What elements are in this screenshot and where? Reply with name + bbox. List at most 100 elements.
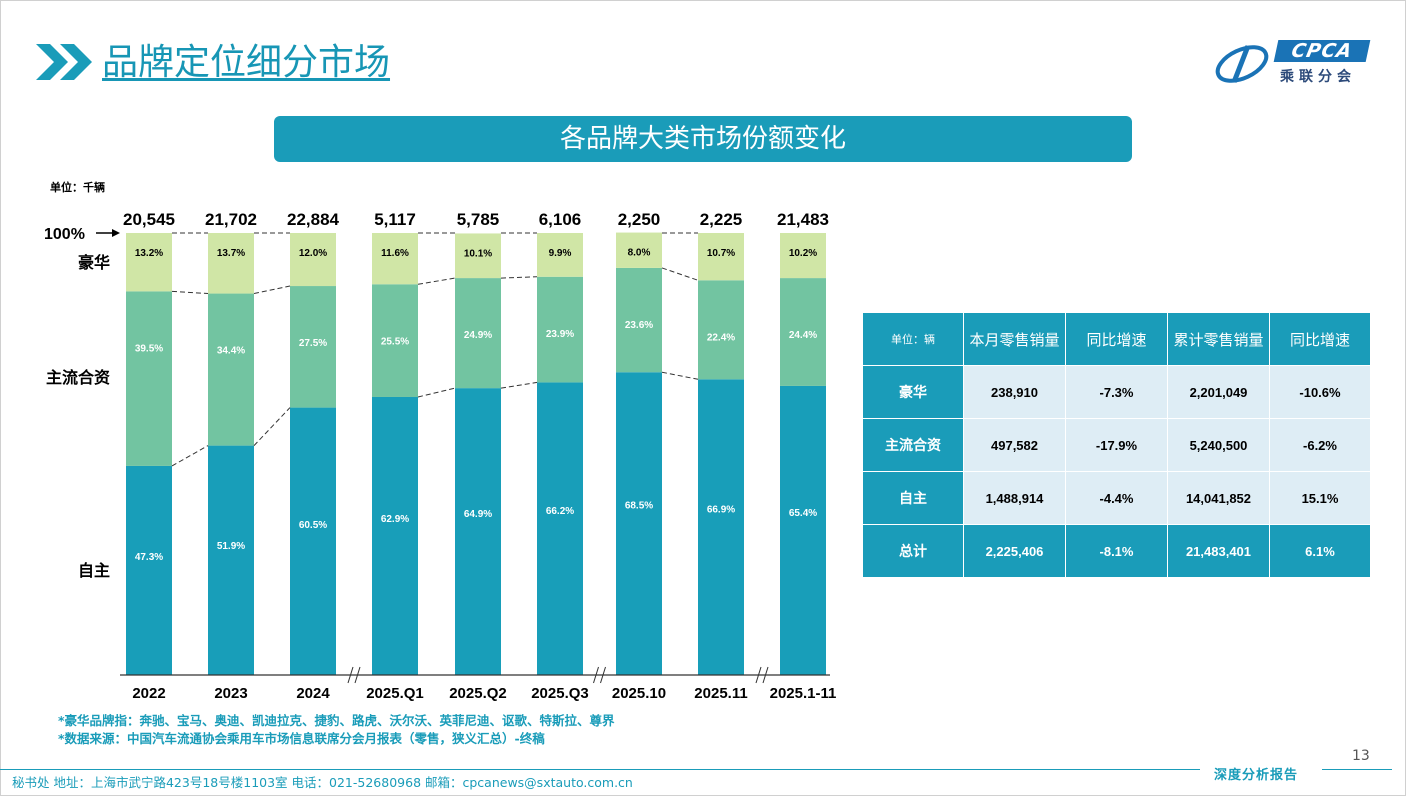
total-label: 2,225 (700, 210, 743, 229)
connector-line (500, 276, 538, 279)
table-header: 同比增速 (1065, 312, 1168, 366)
bar-segment-2 (372, 233, 418, 285)
table-cell: 15.1% (1269, 471, 1371, 525)
table-header: 本月零售销量 (963, 312, 1066, 366)
cpca-logo-icon (1215, 45, 1269, 83)
x-tick-label: 2025.1-11 (770, 685, 837, 702)
footnote-data-source: *数据来源：中国汽车流通协会乘用车市场信息联席分会月报表（零售，狭义汇总）-终稿 (58, 731, 545, 746)
bar-segment-0 (698, 379, 744, 675)
bar-segment-1 (698, 280, 744, 380)
chart-banner-title: 各品牌大类市场份额变化 (274, 116, 1132, 162)
bar-segment-0 (372, 396, 418, 675)
bar-segment-0 (455, 388, 501, 675)
bar-segment-2 (290, 233, 336, 287)
table-row: 主流合资 497,582 -17.9% 5,240,500 -6.2% (862, 418, 1371, 472)
bar-segment-1 (290, 286, 336, 408)
table-cell: 21,483,401 (1167, 524, 1270, 578)
data-label: 11.6% (381, 248, 409, 259)
connector-line (661, 371, 699, 380)
data-label: 60.5% (299, 520, 327, 531)
bar-segment-2 (208, 233, 254, 294)
data-label: 66.9% (707, 504, 735, 515)
table-row-label: 总计 (862, 524, 964, 578)
axis-break-mark (354, 666, 361, 684)
table-cell: -8.1% (1065, 524, 1168, 578)
x-tick-label: 2025.Q2 (449, 685, 507, 702)
connector-line (417, 387, 456, 398)
data-label: 23.6% (625, 320, 653, 331)
x-tick-label: 2022 (132, 685, 165, 702)
data-label: 13.2% (135, 248, 163, 259)
bar-segment-0 (208, 445, 254, 675)
x-tick-label: 2025.10 (612, 685, 666, 702)
data-label: 66.2% (546, 506, 574, 517)
footnotes: *豪华品牌指：奔驰、宝马、奥迪、凯迪拉克、捷豹、路虎、沃尔沃、英菲尼迪、讴歌、特… (58, 712, 615, 748)
footer-divider (0, 769, 1200, 770)
axis-break-mark (600, 666, 606, 684)
x-tick-label: 2025.11 (694, 685, 747, 702)
data-label: 27.5% (299, 338, 327, 349)
table-cell: 238,910 (963, 365, 1066, 419)
bar-segment-2 (698, 233, 744, 281)
bar-segment-1 (616, 267, 662, 373)
bar-segment-1 (372, 284, 418, 397)
axis-break-mark (755, 666, 762, 684)
chart-unit-label: 单位：千辆 (50, 181, 105, 194)
connector-line (171, 290, 209, 295)
total-label: 5,785 (457, 210, 500, 229)
x-tick-label: 2025.Q1 (366, 685, 424, 702)
x-tick-label: 2023 (214, 685, 247, 702)
series-label: 豪华 (78, 253, 110, 272)
table-cell: 5,240,500 (1167, 418, 1270, 472)
logo-subtitle: 乘联分会 (1280, 69, 1356, 85)
logo-text: CPCA (1273, 40, 1371, 62)
x-tick-label: 2024 (296, 685, 330, 702)
total-label: 20,545 (123, 210, 175, 229)
total-label: 21,483 (777, 210, 829, 229)
data-label: 25.5% (381, 336, 409, 347)
table-cell: -10.6% (1269, 365, 1371, 419)
table-total-row: 总计 2,225,406 -8.1% 21,483,401 6.1% (862, 524, 1371, 578)
data-label: 8.0% (628, 248, 651, 259)
bar-segment-0 (537, 382, 583, 675)
y-100-marker: 100% (44, 226, 85, 243)
stacked-bar-chart: 47.3% 39.5% 13.2% 20,545 2022 51.9% 34.4% 13.7%… (44, 210, 837, 702)
y-marker-arrowhead (112, 229, 120, 237)
data-label: 24.9% (464, 330, 492, 341)
bar-segment-1 (455, 278, 501, 389)
sales-table: 单位：辆 本月零售销量 同比增速 累计零售销量 同比增速 豪华 238,910 … (862, 312, 1371, 578)
table-header-row: 单位：辆 本月零售销量 同比增速 累计零售销量 同比增速 (862, 312, 1371, 366)
bar-segment-2 (126, 233, 172, 292)
footer-contact: 秘书处 地址：上海市武宁路423号18号楼1103室 电话：021-526809… (12, 775, 633, 790)
bar-segment-0 (780, 385, 826, 675)
table-header: 累计零售销量 (1167, 312, 1270, 366)
data-label: 12.0% (299, 248, 327, 259)
data-label: 23.9% (546, 329, 574, 340)
bar-segment-2 (537, 233, 583, 277)
table-unit-header: 单位：辆 (862, 312, 964, 366)
series-label: 自主 (78, 561, 110, 580)
bar-segment-0 (616, 372, 662, 675)
table-row-label: 主流合资 (862, 418, 964, 472)
table-cell: -17.9% (1065, 418, 1168, 472)
data-label: 34.4% (217, 346, 245, 357)
bar-segment-0 (290, 407, 336, 675)
table-cell: 1,488,914 (963, 471, 1066, 525)
data-label: 24.4% (789, 330, 817, 341)
total-label: 21,702 (205, 210, 257, 229)
table-cell: 2,225,406 (963, 524, 1066, 578)
table-cell: -4.4% (1065, 471, 1168, 525)
bar-segment-2 (780, 233, 826, 279)
connector-line (417, 277, 456, 285)
connector-line (171, 445, 209, 467)
data-label: 10.7% (707, 248, 735, 259)
table-row: 豪华 238,910 -7.3% 2,201,049 -10.6% (862, 365, 1371, 419)
data-label: 47.3% (135, 552, 163, 563)
axis-break-mark (593, 666, 599, 684)
bar-segment-2 (455, 233, 501, 279)
table-cell: 14,041,852 (1167, 471, 1270, 525)
data-label: 10.2% (789, 248, 817, 259)
connector-line (661, 267, 699, 281)
series-label: 主流合资 (46, 368, 110, 387)
page-number: 13 (1352, 748, 1370, 764)
